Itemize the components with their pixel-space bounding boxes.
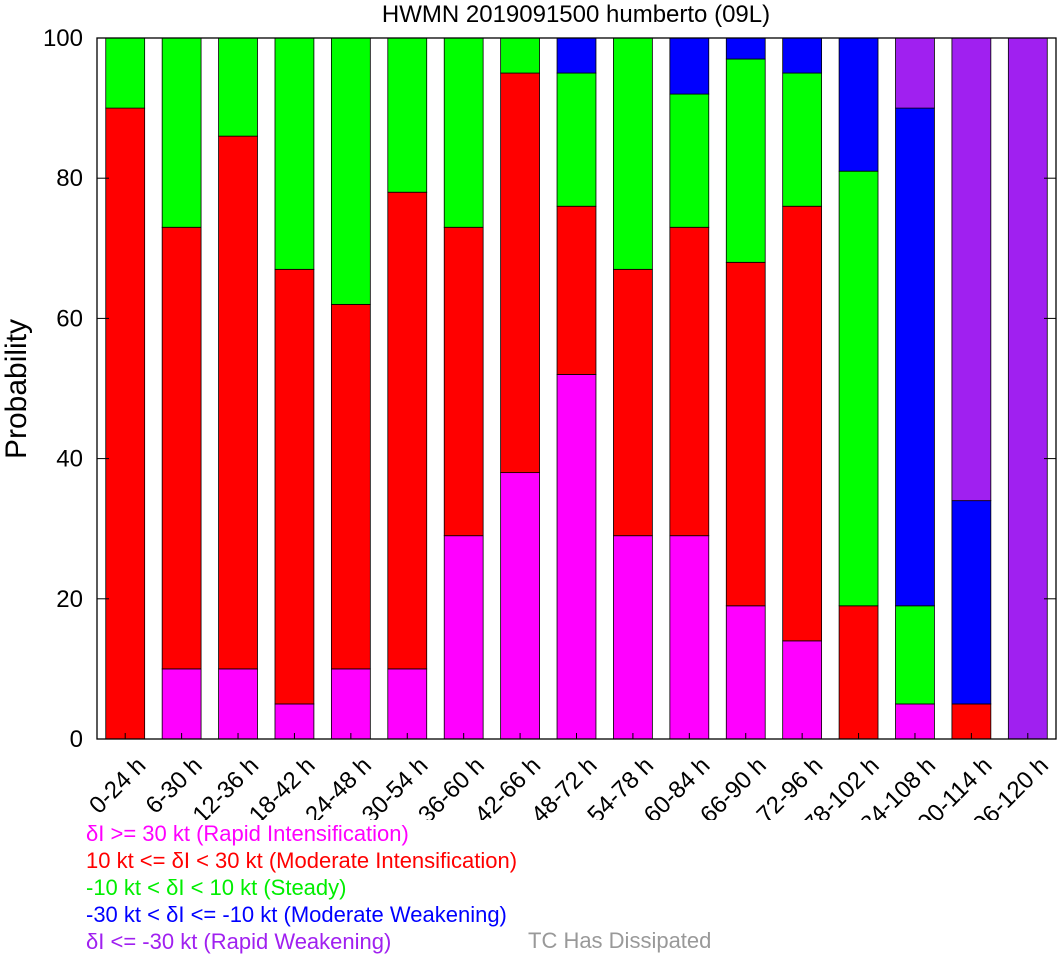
bar-segment-30-54h-s1 — [387, 191, 428, 670]
y-tick-label: 60 — [56, 305, 83, 332]
bar-segment-54-78h-s0 — [613, 535, 653, 740]
bar-segment-66-90h-s0 — [725, 605, 766, 740]
chart-title: HWMN 2019091500 humberto (09L) — [382, 1, 770, 28]
legend-moderate-intensification: 10 kt <= δI < 30 kt (Moderate Intensific… — [86, 848, 518, 873]
y-tick-label: 40 — [56, 446, 83, 473]
bar-segment-6-30h-s1 — [161, 226, 202, 670]
bar-segment-72-96h-s2 — [782, 72, 823, 207]
y-axis-label: Probability — [0, 319, 33, 459]
bar-segment-42-66h-s0 — [500, 472, 540, 740]
bar-segment-72-96h-s3 — [782, 37, 823, 74]
bar-segment-60-84h-s0 — [669, 535, 710, 740]
bar-segment-0-24h-s2 — [105, 37, 146, 109]
bar-segment-60-84h-s1 — [669, 226, 710, 537]
bar-segment-36-60h-s0 — [443, 535, 484, 740]
legend-moderate-weakening: -30 kt < δI <= -10 kt (Moderate Weakenin… — [86, 902, 507, 927]
bar-segment-84-108h-s4 — [895, 37, 935, 109]
legend-tc-dissipated: TC Has Dissipated — [528, 928, 712, 953]
bar-segment-24-48h-s1 — [330, 303, 371, 670]
bar-segment-36-60h-s2 — [443, 37, 484, 228]
plot-frame — [96, 37, 1057, 740]
bar-segment-48-72h-s3 — [556, 37, 597, 74]
probability-chart: HWMN 2019091500 humberto (09L) Probabili… — [0, 1, 1057, 820]
bar-segment-48-72h-s0 — [556, 374, 597, 740]
bar-segment-36-60h-s1 — [443, 226, 484, 537]
bar-segment-24-48h-s2 — [330, 37, 371, 305]
bar-segment-54-78h-s2 — [613, 37, 653, 270]
x-tick-label: 0-24 h — [84, 752, 151, 819]
bar-segment-60-84h-s3 — [669, 37, 710, 95]
bar-segment-6-30h-s0 — [161, 668, 202, 740]
bar-segment-66-90h-s1 — [725, 261, 766, 607]
legend-rapid-weakening: δI <= -30 kt (Rapid Weakening) — [86, 929, 392, 954]
bar-segment-12-36h-s0 — [218, 668, 258, 740]
bar-segment-78-102h-s1 — [838, 605, 879, 740]
bar-segment-12-36h-s2 — [218, 37, 258, 137]
bar-segment-6-30h-s2 — [161, 37, 202, 228]
bar-segment-72-96h-s1 — [782, 205, 823, 642]
legend: δI >= 30 kt (Rapid Intensification) 10 k… — [86, 820, 517, 955]
bar-segment-24-48h-s0 — [330, 668, 371, 740]
bar-segment-30-54h-s2 — [387, 37, 428, 193]
y-tick-label: 20 — [56, 586, 83, 613]
y-tick-label: 80 — [56, 165, 83, 192]
bar-segment-42-66h-s2 — [500, 37, 540, 74]
bar-segment-90-114h-s4 — [951, 37, 992, 502]
bar-segment-66-90h-s2 — [725, 58, 766, 263]
bar-segment-30-54h-s0 — [387, 668, 428, 740]
bar-segment-12-36h-s1 — [218, 135, 258, 670]
bar-segment-54-78h-s1 — [613, 268, 653, 537]
bar-segment-78-102h-s2 — [838, 170, 879, 607]
legend-steady: -10 kt < δI < 10 kt (Steady) — [86, 875, 347, 900]
bar-segment-60-84h-s2 — [669, 93, 710, 228]
bar-segment-78-102h-s3 — [838, 37, 879, 172]
bar-segment-18-42h-s2 — [274, 37, 315, 270]
y-tick-label: 0 — [70, 726, 83, 753]
bar-segment-72-96h-s0 — [782, 640, 823, 740]
bar-segment-18-42h-s1 — [274, 268, 315, 705]
legend-rapid-intensification: δI >= 30 kt (Rapid Intensification) — [86, 821, 409, 846]
y-tick-label: 100 — [43, 25, 83, 52]
bar-segment-48-72h-s2 — [556, 72, 597, 207]
bar-segment-48-72h-s1 — [556, 205, 597, 375]
bar-segment-42-66h-s1 — [500, 72, 540, 474]
bar-segment-66-90h-s3 — [725, 37, 766, 60]
bar-segment-0-24h-s1 — [105, 107, 146, 740]
bar-segment-84-108h-s2 — [895, 605, 935, 705]
bar-segment-84-108h-s3 — [895, 107, 935, 607]
bar-segment-96-120h-s4 — [1007, 37, 1048, 740]
bar-segment-90-114h-s3 — [951, 500, 992, 705]
